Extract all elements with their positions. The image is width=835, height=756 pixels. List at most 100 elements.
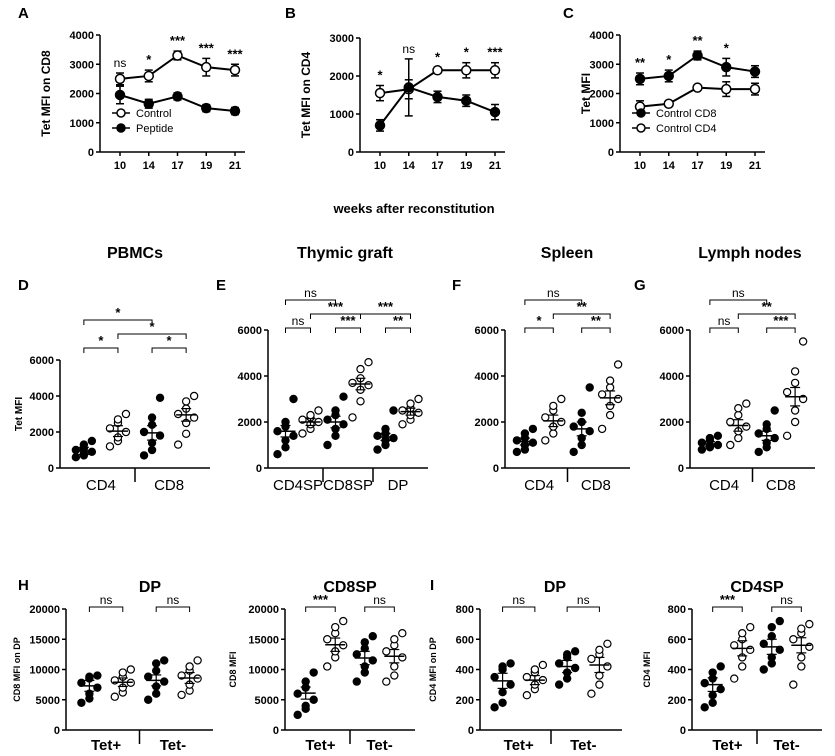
data-point [613,360,623,369]
data-point [331,406,340,415]
significance-label: ns [100,593,113,607]
data-point [797,624,806,633]
legend-marker [116,108,126,118]
column [348,358,373,422]
significance-bracket: *** [335,313,361,333]
data-point [700,703,709,712]
x-group-label: Tet+ [305,737,335,754]
data-point [595,645,604,655]
significance-label: *** [720,592,736,607]
significance-label: ns [780,593,793,607]
column [144,656,169,704]
data-point [87,447,97,456]
y-tick-label: 10000 [248,665,279,677]
data-point [306,410,315,420]
data-point [557,417,566,427]
column [597,360,623,434]
data-point [143,98,154,109]
x-tick-label: 21 [489,160,501,172]
data-point [155,393,165,402]
significance-label: *** [199,40,215,55]
bracket-line [737,313,796,319]
x-tick-label: 21 [749,160,761,172]
legend-marker [116,123,126,133]
data-point [289,394,298,404]
data-point [181,429,191,438]
bracket-line [335,327,361,333]
column [700,662,725,712]
bracket-line [117,333,187,339]
bracket-line [709,327,739,333]
significance-label: *** [313,592,329,607]
y-tick-label: 400 [668,665,686,677]
data-point [663,70,674,82]
data-point [746,645,755,655]
significance-label: * [435,49,441,64]
bracket-line [524,299,583,305]
significance-label: * [377,68,383,83]
column [587,639,612,698]
data-point [364,381,373,390]
data-point [181,397,191,406]
data-point [189,413,199,422]
data-point [767,622,776,632]
data-point [432,91,443,103]
significance-bracket: ns [155,593,191,612]
data-point [489,106,501,118]
significance-label: *** [170,33,186,48]
data-point [293,710,302,720]
significance-label: ns [732,286,745,300]
significance-bracket: * [151,333,187,353]
data-point [708,668,717,677]
x-group-label: CD8 [581,477,611,494]
significance-bracket: ** [737,299,796,319]
y-tick-label: 2000 [330,71,354,83]
column [541,394,566,445]
data-point [152,689,161,698]
y-tick-label: 400 [456,665,474,677]
significance-bracket: ** [385,313,411,333]
y-axis-label: CD8 MFI [228,652,238,688]
data-point [406,399,415,408]
data-point [281,443,290,452]
significance-label: *** [227,46,243,61]
data-point [789,680,798,689]
data-point [713,431,723,440]
legend-label: Control [136,108,171,120]
x-group-label: Tet- [570,737,596,754]
y-tick-label: 6000 [660,325,684,337]
significance-label: * [115,305,121,320]
y-tick-label: 6000 [30,355,54,367]
y-tick-label: 0 [54,725,60,737]
data-point [587,654,596,664]
data-point [289,431,298,440]
x-tick-label: 19 [200,160,212,172]
significance-label: ns [373,593,386,607]
column [77,671,102,707]
y-tick-label: 600 [456,634,474,646]
data-point [309,695,318,704]
data-point [139,451,149,460]
data-point [398,629,407,638]
data-point [549,401,558,411]
data-point [498,687,507,697]
significance-bracket: ns [709,286,768,305]
data-point [734,404,743,413]
data-point [595,680,604,689]
data-point [805,619,814,629]
panel-title: DP [544,579,567,596]
column [293,668,318,720]
x-group-label: Tet+ [712,737,742,754]
data-point [790,367,800,376]
data-point [398,420,407,429]
data-point [692,50,703,61]
column [298,406,323,438]
significance-label: ** [692,33,703,48]
legend-label: Peptide [136,123,173,135]
bracket-line [524,327,554,333]
data-point [597,424,607,434]
data-point [105,442,115,451]
data-point [273,450,282,459]
data-point [520,429,530,438]
significance-bracket: * [83,305,153,325]
